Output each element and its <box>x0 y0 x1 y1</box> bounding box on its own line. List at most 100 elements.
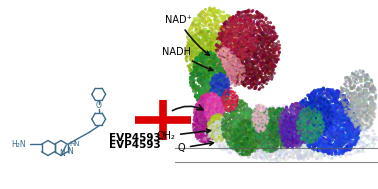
Point <box>250 54 256 57</box>
Point <box>201 85 207 88</box>
Point <box>243 145 249 148</box>
Point <box>349 104 355 107</box>
Point <box>255 119 261 122</box>
Point <box>317 141 323 144</box>
Point <box>211 104 217 107</box>
Point <box>280 139 286 142</box>
Point <box>315 115 321 118</box>
Point <box>232 96 239 99</box>
Point <box>246 18 253 21</box>
Point <box>197 116 203 119</box>
Point <box>192 60 198 63</box>
Point <box>294 157 300 160</box>
Point <box>251 67 257 70</box>
Point <box>243 80 249 83</box>
Point <box>357 95 363 98</box>
Point <box>218 48 224 51</box>
Point <box>193 131 199 134</box>
Point <box>237 145 243 148</box>
Point <box>283 115 289 118</box>
Point <box>327 115 333 118</box>
Point <box>209 37 215 40</box>
Point <box>268 58 274 61</box>
Point <box>229 126 235 129</box>
Point <box>276 154 282 157</box>
Point <box>211 115 217 118</box>
Point <box>206 113 212 116</box>
Point <box>352 151 358 154</box>
Point <box>285 126 291 129</box>
Point <box>338 105 344 108</box>
Point <box>319 114 325 117</box>
Point <box>262 120 268 123</box>
Point <box>190 125 196 128</box>
Point <box>301 115 307 118</box>
Point <box>276 112 282 115</box>
Point <box>225 29 231 32</box>
Point <box>270 106 276 109</box>
Point <box>256 69 262 72</box>
Point <box>329 114 335 117</box>
Point <box>256 111 262 114</box>
Point <box>218 82 225 85</box>
Point <box>235 135 242 138</box>
Point <box>283 117 289 120</box>
Point <box>263 78 269 81</box>
Point <box>266 114 273 117</box>
Point <box>206 34 212 37</box>
Point <box>352 132 358 135</box>
Point <box>189 30 195 33</box>
Point <box>270 112 276 115</box>
Point <box>253 39 259 42</box>
Point <box>243 142 249 145</box>
Point <box>270 128 276 131</box>
Point <box>262 54 268 57</box>
Point <box>229 33 235 36</box>
Point <box>220 73 226 76</box>
Point <box>209 110 215 113</box>
Point <box>217 50 223 53</box>
Point <box>198 54 204 57</box>
Point <box>226 60 232 63</box>
Point <box>312 106 318 109</box>
Point <box>306 119 312 122</box>
Point <box>343 137 349 140</box>
Point <box>225 67 231 70</box>
Point <box>233 94 239 98</box>
Point <box>227 76 233 79</box>
Point <box>265 51 271 54</box>
Point <box>251 42 257 45</box>
Point <box>194 117 200 120</box>
Point <box>239 120 245 123</box>
Point <box>206 104 212 107</box>
Point <box>226 48 232 51</box>
Point <box>184 59 190 62</box>
Point <box>334 128 340 131</box>
Point <box>234 150 240 153</box>
Point <box>254 134 260 137</box>
Point <box>359 105 366 108</box>
Point <box>224 72 230 75</box>
Point <box>314 119 320 122</box>
Point <box>348 105 354 108</box>
Point <box>259 57 265 60</box>
Point <box>364 96 370 99</box>
Point <box>211 118 217 121</box>
Point <box>283 134 289 137</box>
Point <box>240 81 246 84</box>
Point <box>261 62 267 65</box>
Point <box>239 104 245 107</box>
Point <box>190 76 196 79</box>
Point <box>246 153 252 156</box>
Point <box>217 94 223 97</box>
Point <box>291 127 297 130</box>
Point <box>291 129 297 132</box>
Point <box>318 158 324 161</box>
Point <box>307 137 313 140</box>
Point <box>195 86 201 89</box>
Point <box>219 30 225 33</box>
Point <box>300 105 306 108</box>
Point <box>324 118 330 121</box>
Point <box>258 76 264 79</box>
Point <box>215 81 222 84</box>
